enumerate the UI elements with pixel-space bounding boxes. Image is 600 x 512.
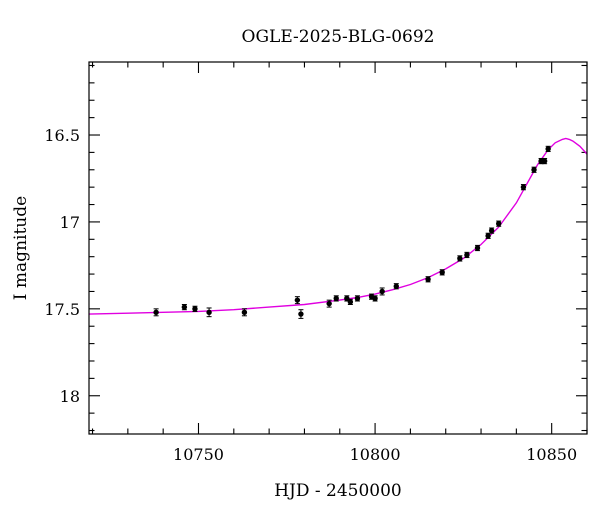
data-point — [488, 227, 495, 234]
data-point — [294, 296, 301, 305]
axis-ticks — [89, 62, 588, 434]
data-point-marker — [326, 300, 332, 307]
data-point — [326, 299, 332, 308]
chart-title: OGLE-2025-BLG-0692 — [242, 27, 435, 47]
data-point-marker — [464, 252, 470, 258]
data-point-marker — [298, 311, 304, 317]
data-point-marker — [496, 220, 502, 227]
data-point-marker — [393, 283, 399, 289]
data-point-marker — [531, 167, 537, 173]
data-point — [520, 184, 527, 191]
data-point-marker — [425, 276, 431, 282]
data-point-marker — [241, 309, 248, 316]
data-point — [457, 255, 463, 262]
data-point — [496, 220, 502, 227]
data-point — [531, 166, 537, 173]
data-point-marker — [294, 297, 301, 303]
plot-frame — [88, 61, 588, 435]
model-curve — [89, 137, 587, 315]
data-point-marker — [347, 299, 354, 305]
y-tick-label: 17.5 — [44, 300, 80, 319]
plot-area — [89, 137, 587, 319]
y-axis-label: I magnitude — [11, 196, 31, 300]
data-point-marker — [488, 227, 495, 234]
data-point — [181, 303, 188, 311]
data-point — [354, 295, 361, 302]
data-point-marker — [520, 184, 527, 190]
x-axis-label: HJD - 2450000 — [274, 481, 402, 501]
data-point — [545, 145, 551, 153]
data-point-marker — [545, 146, 551, 152]
y-tick-label: 18 — [60, 387, 80, 406]
data-point-marker — [439, 269, 445, 276]
x-tick-label: 10850 — [526, 445, 577, 464]
data-point — [464, 251, 470, 259]
data-point — [192, 305, 198, 312]
data-point — [241, 308, 248, 317]
y-tick-label: 17 — [60, 213, 80, 232]
data-point-marker — [333, 295, 339, 302]
data-point — [298, 309, 304, 319]
data-point — [372, 295, 378, 302]
x-tick-label: 10800 — [350, 445, 401, 464]
data-point-marker — [153, 309, 159, 316]
tick-labels: 10750 10800 10850 16.5 17 17.5 18 — [44, 126, 577, 464]
data-point-marker — [354, 295, 361, 302]
data-point — [347, 298, 354, 305]
data-point — [333, 295, 339, 302]
data-point-marker — [206, 309, 212, 316]
data-point — [439, 269, 445, 276]
data-point — [393, 283, 399, 290]
data-point — [425, 276, 431, 283]
data-point-marker — [541, 158, 548, 164]
data-point-marker — [474, 245, 481, 251]
data-point — [485, 232, 491, 239]
data-point-marker — [192, 306, 198, 312]
data-point — [379, 287, 385, 296]
data-point-marker — [181, 304, 188, 310]
data-point — [206, 307, 212, 318]
data-point-marker — [457, 255, 463, 262]
data-point — [474, 244, 481, 252]
data-point-marker — [379, 288, 385, 295]
y-tick-label: 16.5 — [44, 126, 80, 145]
data-point-marker — [485, 233, 491, 239]
data-point — [541, 157, 548, 165]
data-point-marker — [372, 295, 378, 302]
x-tick-label: 10750 — [173, 445, 224, 464]
data-point — [153, 308, 159, 317]
